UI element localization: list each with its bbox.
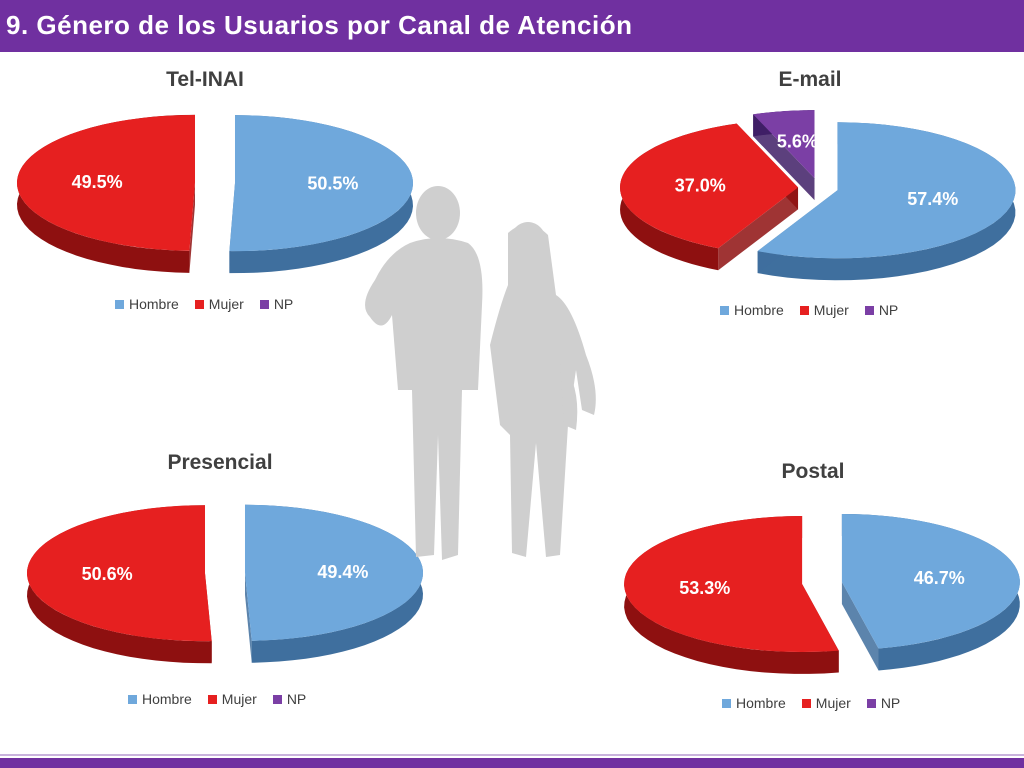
legend-swatch (128, 694, 137, 704)
data-label: 49.5% (72, 172, 123, 192)
legend-item-np: NP (866, 695, 901, 711)
chart-title-presencial: Presencial (167, 451, 273, 474)
slice-mujer: 53.3% (624, 516, 839, 653)
pie-chart-postal: 46.7% 53.3% (624, 513, 1020, 674)
data-label: 57.4% (907, 189, 958, 209)
data-label: 46.7% (914, 568, 965, 588)
legend-label: Mujer (221, 691, 257, 707)
pie-chart-tel-inai: 50.5% 49.5% (17, 114, 413, 274)
legend-item-hombre: Hombre (128, 691, 192, 707)
legend-swatch (720, 305, 729, 315)
legend-label: NP (273, 296, 294, 312)
legend-label: Hombre (734, 302, 784, 318)
slice-np: 5.6% (753, 110, 818, 179)
legend-swatch (259, 299, 269, 309)
legend-swatch (115, 299, 124, 309)
legend-label: Hombre (129, 296, 179, 312)
legend-swatch (801, 698, 811, 708)
legend-swatch (864, 305, 874, 315)
data-label: 5.6% (777, 131, 818, 151)
legend-item-hombre: Hombre (115, 296, 179, 312)
legend-label: Mujer (815, 695, 851, 711)
slice-hombre: 49.4% (244, 504, 423, 641)
legend-label: NP (878, 302, 899, 318)
chart-title-e-mail: E-mail (778, 68, 842, 91)
legend-label: Hombre (736, 695, 786, 711)
pie-chart-presencial: 49.4% 50.6% (27, 504, 423, 664)
legend-item-hombre: Hombre (720, 302, 784, 318)
legend-item-hombre: Hombre (722, 695, 786, 711)
header-bar: 9. Género de los Usuarios por Canal de A… (0, 0, 1024, 52)
legend-e-mail: Hombre Mujer NP (720, 302, 898, 318)
data-label: 50.6% (82, 564, 133, 584)
legend-label: Mujer (813, 302, 849, 318)
legend-swatch (194, 299, 204, 309)
legend-label: NP (880, 695, 901, 711)
slice-hombre: 50.5% (229, 115, 413, 252)
legend-label: NP (286, 691, 307, 707)
footer-bar (0, 758, 1024, 768)
data-label: 53.3% (679, 578, 730, 598)
pie-chart-e-mail: 57.4% 37.0% 5.6% (620, 110, 1016, 281)
chart-title-postal: Postal (781, 460, 845, 483)
legend-swatch (207, 694, 217, 704)
couple-silhouette-image (365, 186, 596, 560)
legend-item-mujer: Mujer (801, 695, 851, 711)
legend-item-np: NP (864, 302, 899, 318)
legend-tel-inai: Hombre Mujer NP (115, 296, 293, 312)
data-label: 50.5% (307, 174, 358, 194)
legend-swatch (799, 305, 809, 315)
slice-hombre: 57.4% (757, 122, 1016, 259)
footer-divider (0, 754, 1024, 756)
legend-postal: Hombre Mujer NP (722, 695, 900, 711)
legend-item-mujer: Mujer (799, 302, 849, 318)
page-title: 9. Género de los Usuarios por Canal de A… (6, 10, 633, 40)
legend-item-mujer: Mujer (194, 296, 244, 312)
legend-label: Mujer (208, 296, 244, 312)
legend-label: Hombre (142, 691, 192, 707)
legend-item-np: NP (272, 691, 307, 707)
slice-mujer: 37.0% (620, 123, 799, 249)
chart-title-tel-inai: Tel-INAI (166, 68, 244, 91)
legend-swatch (866, 698, 876, 708)
slice-hombre: 46.7% (841, 513, 1020, 649)
legend-item-np: NP (259, 296, 294, 312)
slice-mujer: 50.6% (27, 505, 212, 642)
legend-presencial: Hombre Mujer NP (128, 691, 306, 707)
legend-item-mujer: Mujer (207, 691, 257, 707)
slice-mujer: 49.5% (17, 114, 196, 251)
legend-swatch (272, 694, 282, 704)
data-label: 37.0% (675, 175, 726, 195)
legend-swatch (722, 698, 731, 708)
data-label: 49.4% (317, 562, 368, 582)
